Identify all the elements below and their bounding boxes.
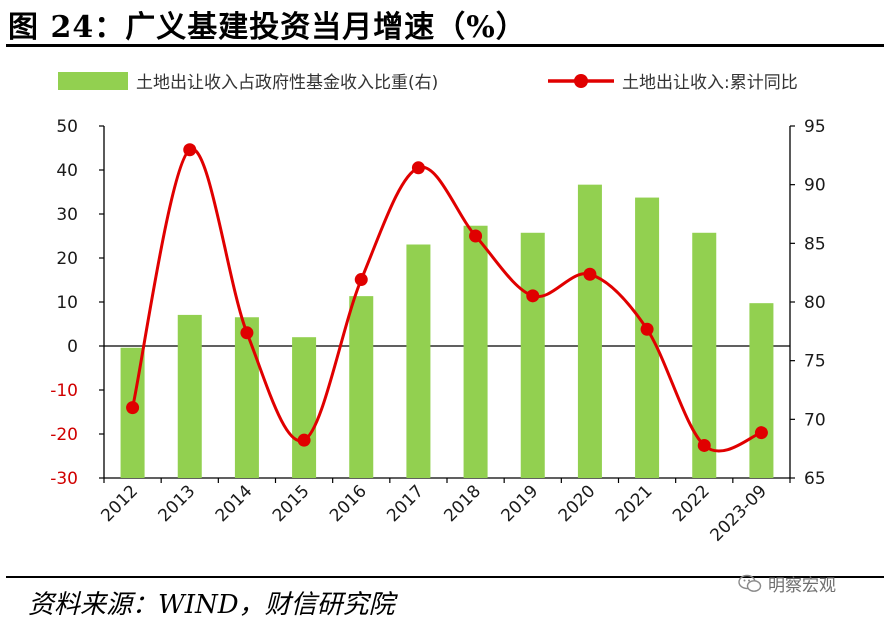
x-tick-label: 2012 bbox=[97, 481, 142, 526]
left-tick-label: 20 bbox=[56, 249, 78, 269]
left-tick-label: -10 bbox=[50, 381, 78, 401]
right-tick-label: 75 bbox=[804, 352, 826, 372]
left-tick-label: 0 bbox=[67, 337, 78, 357]
bottom-rule bbox=[6, 576, 884, 578]
x-tick-label: 2014 bbox=[212, 481, 257, 526]
line-point bbox=[526, 289, 540, 303]
line-series bbox=[126, 143, 768, 453]
figure-title: 图 24：广义基建投资当月增速（%） bbox=[8, 10, 527, 45]
left-tick-label: 40 bbox=[56, 161, 78, 181]
x-tick-label: 2023-09 bbox=[707, 481, 771, 545]
left-tick-label: 30 bbox=[56, 205, 78, 225]
legend-bar-swatch bbox=[58, 72, 128, 90]
line-point bbox=[354, 273, 368, 287]
x-tick-label: 2013 bbox=[155, 481, 200, 526]
left-tick-label: 10 bbox=[56, 293, 78, 313]
left-tick-label: -30 bbox=[50, 469, 78, 489]
right-tick-label: 90 bbox=[804, 176, 826, 196]
x-tick-label: 2018 bbox=[440, 481, 485, 526]
right-tick-label: 65 bbox=[804, 469, 826, 489]
right-tick-label: 85 bbox=[804, 234, 826, 254]
left-tick-label: 50 bbox=[56, 117, 78, 137]
bar-series bbox=[120, 184, 774, 478]
x-tick-label: 2016 bbox=[326, 481, 371, 526]
top-rule bbox=[6, 44, 884, 47]
legend-line-label: 土地出让收入:累计同比 bbox=[622, 73, 798, 93]
line-point bbox=[583, 267, 597, 281]
x-tick-label: 2015 bbox=[269, 481, 314, 526]
axes bbox=[99, 125, 795, 483]
right-tick-label: 95 bbox=[804, 117, 826, 137]
line-point bbox=[240, 326, 254, 340]
x-tick-label: 2020 bbox=[555, 481, 600, 526]
bar bbox=[234, 317, 259, 478]
x-tick-label: 2021 bbox=[612, 481, 657, 526]
bar bbox=[463, 225, 488, 478]
wechat-icon bbox=[738, 574, 762, 592]
bar bbox=[635, 197, 660, 478]
line-point bbox=[754, 426, 768, 440]
source-note: 资料来源：WIND，财信研究院 bbox=[28, 590, 395, 620]
right-tick-label: 70 bbox=[804, 410, 826, 430]
x-tick-label: 2022 bbox=[669, 481, 714, 526]
bar bbox=[349, 296, 374, 478]
left-tick-label: -20 bbox=[50, 425, 78, 445]
line-point bbox=[297, 433, 311, 447]
line-point bbox=[411, 161, 425, 175]
watermark-text: 明察宏观 bbox=[768, 576, 836, 596]
bar bbox=[749, 303, 774, 478]
legend-line-marker bbox=[574, 74, 588, 88]
bar bbox=[520, 232, 545, 478]
watermark: 明察宏观 bbox=[738, 571, 836, 596]
line-point bbox=[469, 229, 483, 243]
line-path bbox=[131, 147, 762, 453]
bar bbox=[292, 337, 317, 478]
line-point bbox=[183, 143, 197, 157]
right-tick-label: 80 bbox=[804, 293, 826, 313]
bar bbox=[406, 244, 431, 478]
line-point bbox=[126, 401, 140, 415]
line-point bbox=[697, 438, 711, 452]
bar bbox=[177, 314, 202, 478]
legend-bar-label: 土地出让收入占政府性基金收入比重(右) bbox=[136, 73, 438, 93]
x-tick-label: 2019 bbox=[498, 481, 543, 526]
legend: 土地出让收入占政府性基金收入比重(右) 土地出让收入:累计同比 bbox=[58, 72, 798, 93]
x-tick-label: 2017 bbox=[383, 481, 428, 526]
bar bbox=[577, 184, 602, 478]
line-point bbox=[640, 322, 654, 336]
